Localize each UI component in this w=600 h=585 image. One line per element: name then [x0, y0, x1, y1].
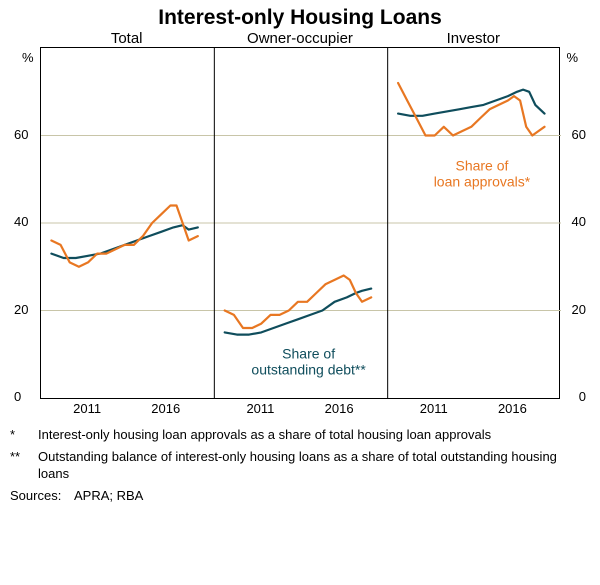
y-tick-label: 60: [14, 127, 28, 142]
y-tick-label: 60: [572, 127, 586, 142]
panel-title-investor: Investor: [387, 30, 560, 47]
x-label: 2011: [420, 401, 448, 416]
y-tick-label: 0: [14, 389, 21, 404]
footnotes: * Interest-only housing loan approvals a…: [10, 426, 590, 504]
panel-title-owner: Owner-occupier: [213, 30, 386, 47]
panel-title-total: Total: [40, 30, 213, 47]
sources-text: APRA; RBA: [74, 487, 143, 505]
x-label: 2016: [151, 401, 180, 416]
y-tick-label: 0: [579, 389, 586, 404]
x-label: 2016: [498, 401, 527, 416]
footnote-mark: **: [10, 448, 38, 483]
svg-text:outstanding debt**: outstanding debt**: [251, 362, 366, 378]
plot-area: Share ofloan approvals*Share ofoutstandi…: [40, 47, 560, 399]
svg-text:loan approvals*: loan approvals*: [434, 174, 531, 190]
x-label: 2011: [73, 401, 101, 416]
chart-container: Interest-only Housing Loans % % Total Ow…: [0, 0, 600, 585]
footnote-mark: *: [10, 426, 38, 444]
chart-title: Interest-only Housing Loans: [0, 0, 600, 30]
footnote-text: Interest-only housing loan approvals as …: [38, 426, 491, 444]
y-tick-label: 40: [572, 214, 586, 229]
panel-titles: Total Owner-occupier Investor: [40, 30, 560, 47]
svg-text:Share of: Share of: [455, 158, 508, 174]
y-tick-label: 20: [572, 302, 586, 317]
svg-text:Share of: Share of: [282, 346, 335, 362]
plot-svg: Share ofloan approvals*Share ofoutstandi…: [41, 48, 561, 398]
footnote-text: Outstanding balance of interest-only hou…: [38, 448, 590, 483]
y-tick-label: 20: [14, 302, 28, 317]
y-unit-left: %: [22, 50, 34, 65]
y-tick-label: 40: [14, 214, 28, 229]
y-unit-right: %: [566, 50, 578, 65]
sources-label: Sources:: [10, 487, 74, 505]
x-label: 2011: [246, 401, 274, 416]
x-axis-labels: 2011 2016 2011 2016 2011 2016: [40, 399, 560, 416]
chart-panels: % % Total Owner-occupier Investor Share …: [40, 30, 560, 416]
x-label: 2016: [325, 401, 354, 416]
